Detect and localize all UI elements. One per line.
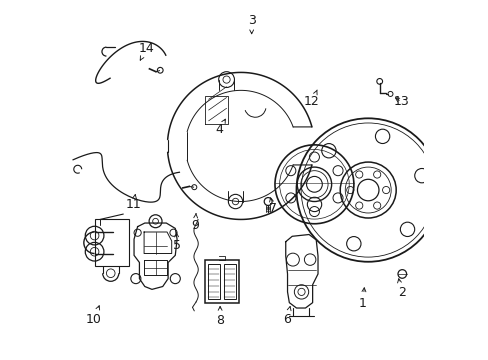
- Text: 2: 2: [397, 279, 405, 300]
- Text: 3: 3: [247, 14, 255, 34]
- Bar: [94, 220, 128, 266]
- Text: 4: 4: [215, 119, 225, 136]
- Text: 6: 6: [282, 306, 290, 326]
- Bar: [223, 264, 235, 299]
- Bar: [204, 260, 239, 303]
- Text: 7: 7: [268, 198, 277, 215]
- Bar: [207, 264, 219, 299]
- Text: 13: 13: [393, 95, 408, 108]
- Text: 14: 14: [139, 41, 155, 60]
- Text: 12: 12: [304, 90, 319, 108]
- Text: 1: 1: [358, 288, 366, 310]
- Text: 9: 9: [191, 214, 199, 233]
- Text: 11: 11: [125, 194, 141, 211]
- Text: 5: 5: [173, 233, 181, 252]
- Text: 8: 8: [216, 306, 224, 327]
- Text: 10: 10: [86, 306, 102, 326]
